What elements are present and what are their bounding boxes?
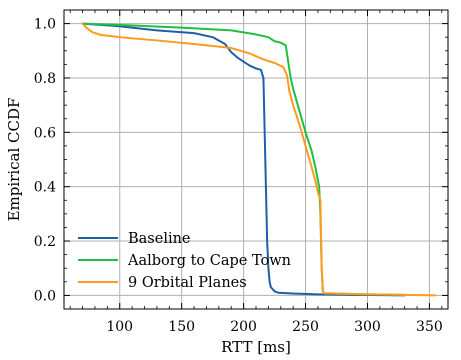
x-tick-label: 350 bbox=[416, 319, 443, 335]
x-tick-label: 250 bbox=[292, 319, 319, 335]
x-tick-label: 100 bbox=[106, 319, 133, 335]
series-lines bbox=[81, 22, 437, 297]
legend-label-2: Aalborg to Cape Town bbox=[127, 253, 291, 269]
grid bbox=[64, 10, 448, 309]
y-tick-label: 0.2 bbox=[34, 234, 56, 250]
x-tick-label: 300 bbox=[354, 319, 381, 335]
series-line-3 bbox=[81, 22, 437, 297]
x-tick-label: 200 bbox=[230, 319, 257, 335]
series-line-1 bbox=[81, 22, 406, 297]
y-tick-label: 0.6 bbox=[34, 125, 56, 141]
x-tick-label: 150 bbox=[168, 319, 195, 335]
legend: Baseline Aalborg to Cape Town 9 Orbital Pl… bbox=[78, 231, 291, 291]
legend-label-3: 9 Orbital Planes bbox=[128, 275, 247, 291]
y-tick-label: 1.0 bbox=[34, 17, 56, 33]
axis-ticks bbox=[64, 9, 448, 310]
x-axis-label: RTT [ms] bbox=[221, 338, 291, 356]
y-axis-label: Empirical CCDF bbox=[5, 98, 23, 222]
legend-label-1: Baseline bbox=[128, 231, 191, 247]
tick-labels: 100 150 200 250 300 350 0.0 0.2 0.4 0.6 0.8 1.0 bbox=[34, 17, 443, 335]
y-tick-label: 0.8 bbox=[34, 71, 56, 87]
y-tick-label: 0.4 bbox=[34, 180, 56, 196]
y-tick-label: 0.0 bbox=[34, 288, 56, 304]
